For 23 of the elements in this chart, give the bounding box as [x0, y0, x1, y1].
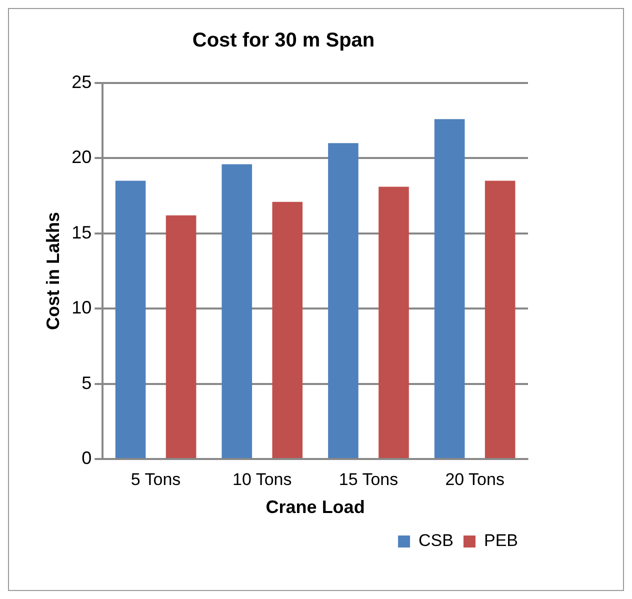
x-tick-label: 15 Tons: [338, 470, 398, 489]
bar: [378, 186, 409, 458]
legend-label: CSB: [418, 531, 454, 550]
bar: [115, 180, 146, 458]
x-axis-title: Crane Load: [266, 497, 365, 518]
y-tick-label: 10: [72, 298, 92, 318]
bar: [484, 180, 516, 458]
y-tick-label: 15: [72, 222, 92, 242]
bar: [328, 143, 358, 458]
bar: [222, 164, 252, 458]
y-axis-title: Cost in Lakhs: [42, 212, 63, 330]
y-tick-label: 5: [82, 372, 92, 393]
y-tick-label: 20: [72, 147, 92, 168]
bar: [272, 202, 303, 458]
x-tick-label: 10 Tons: [232, 470, 292, 489]
bar: [434, 119, 465, 458]
x-tick-label: 20 Tons: [445, 470, 504, 489]
x-tick-label: 5 Tons: [130, 470, 181, 489]
y-tick-label: 25: [72, 72, 92, 92]
legend-label: PEB: [484, 531, 518, 550]
chart-title: Cost for 30 m Span: [192, 30, 375, 52]
bar: [166, 215, 196, 458]
y-tick-label: 0: [82, 448, 92, 468]
